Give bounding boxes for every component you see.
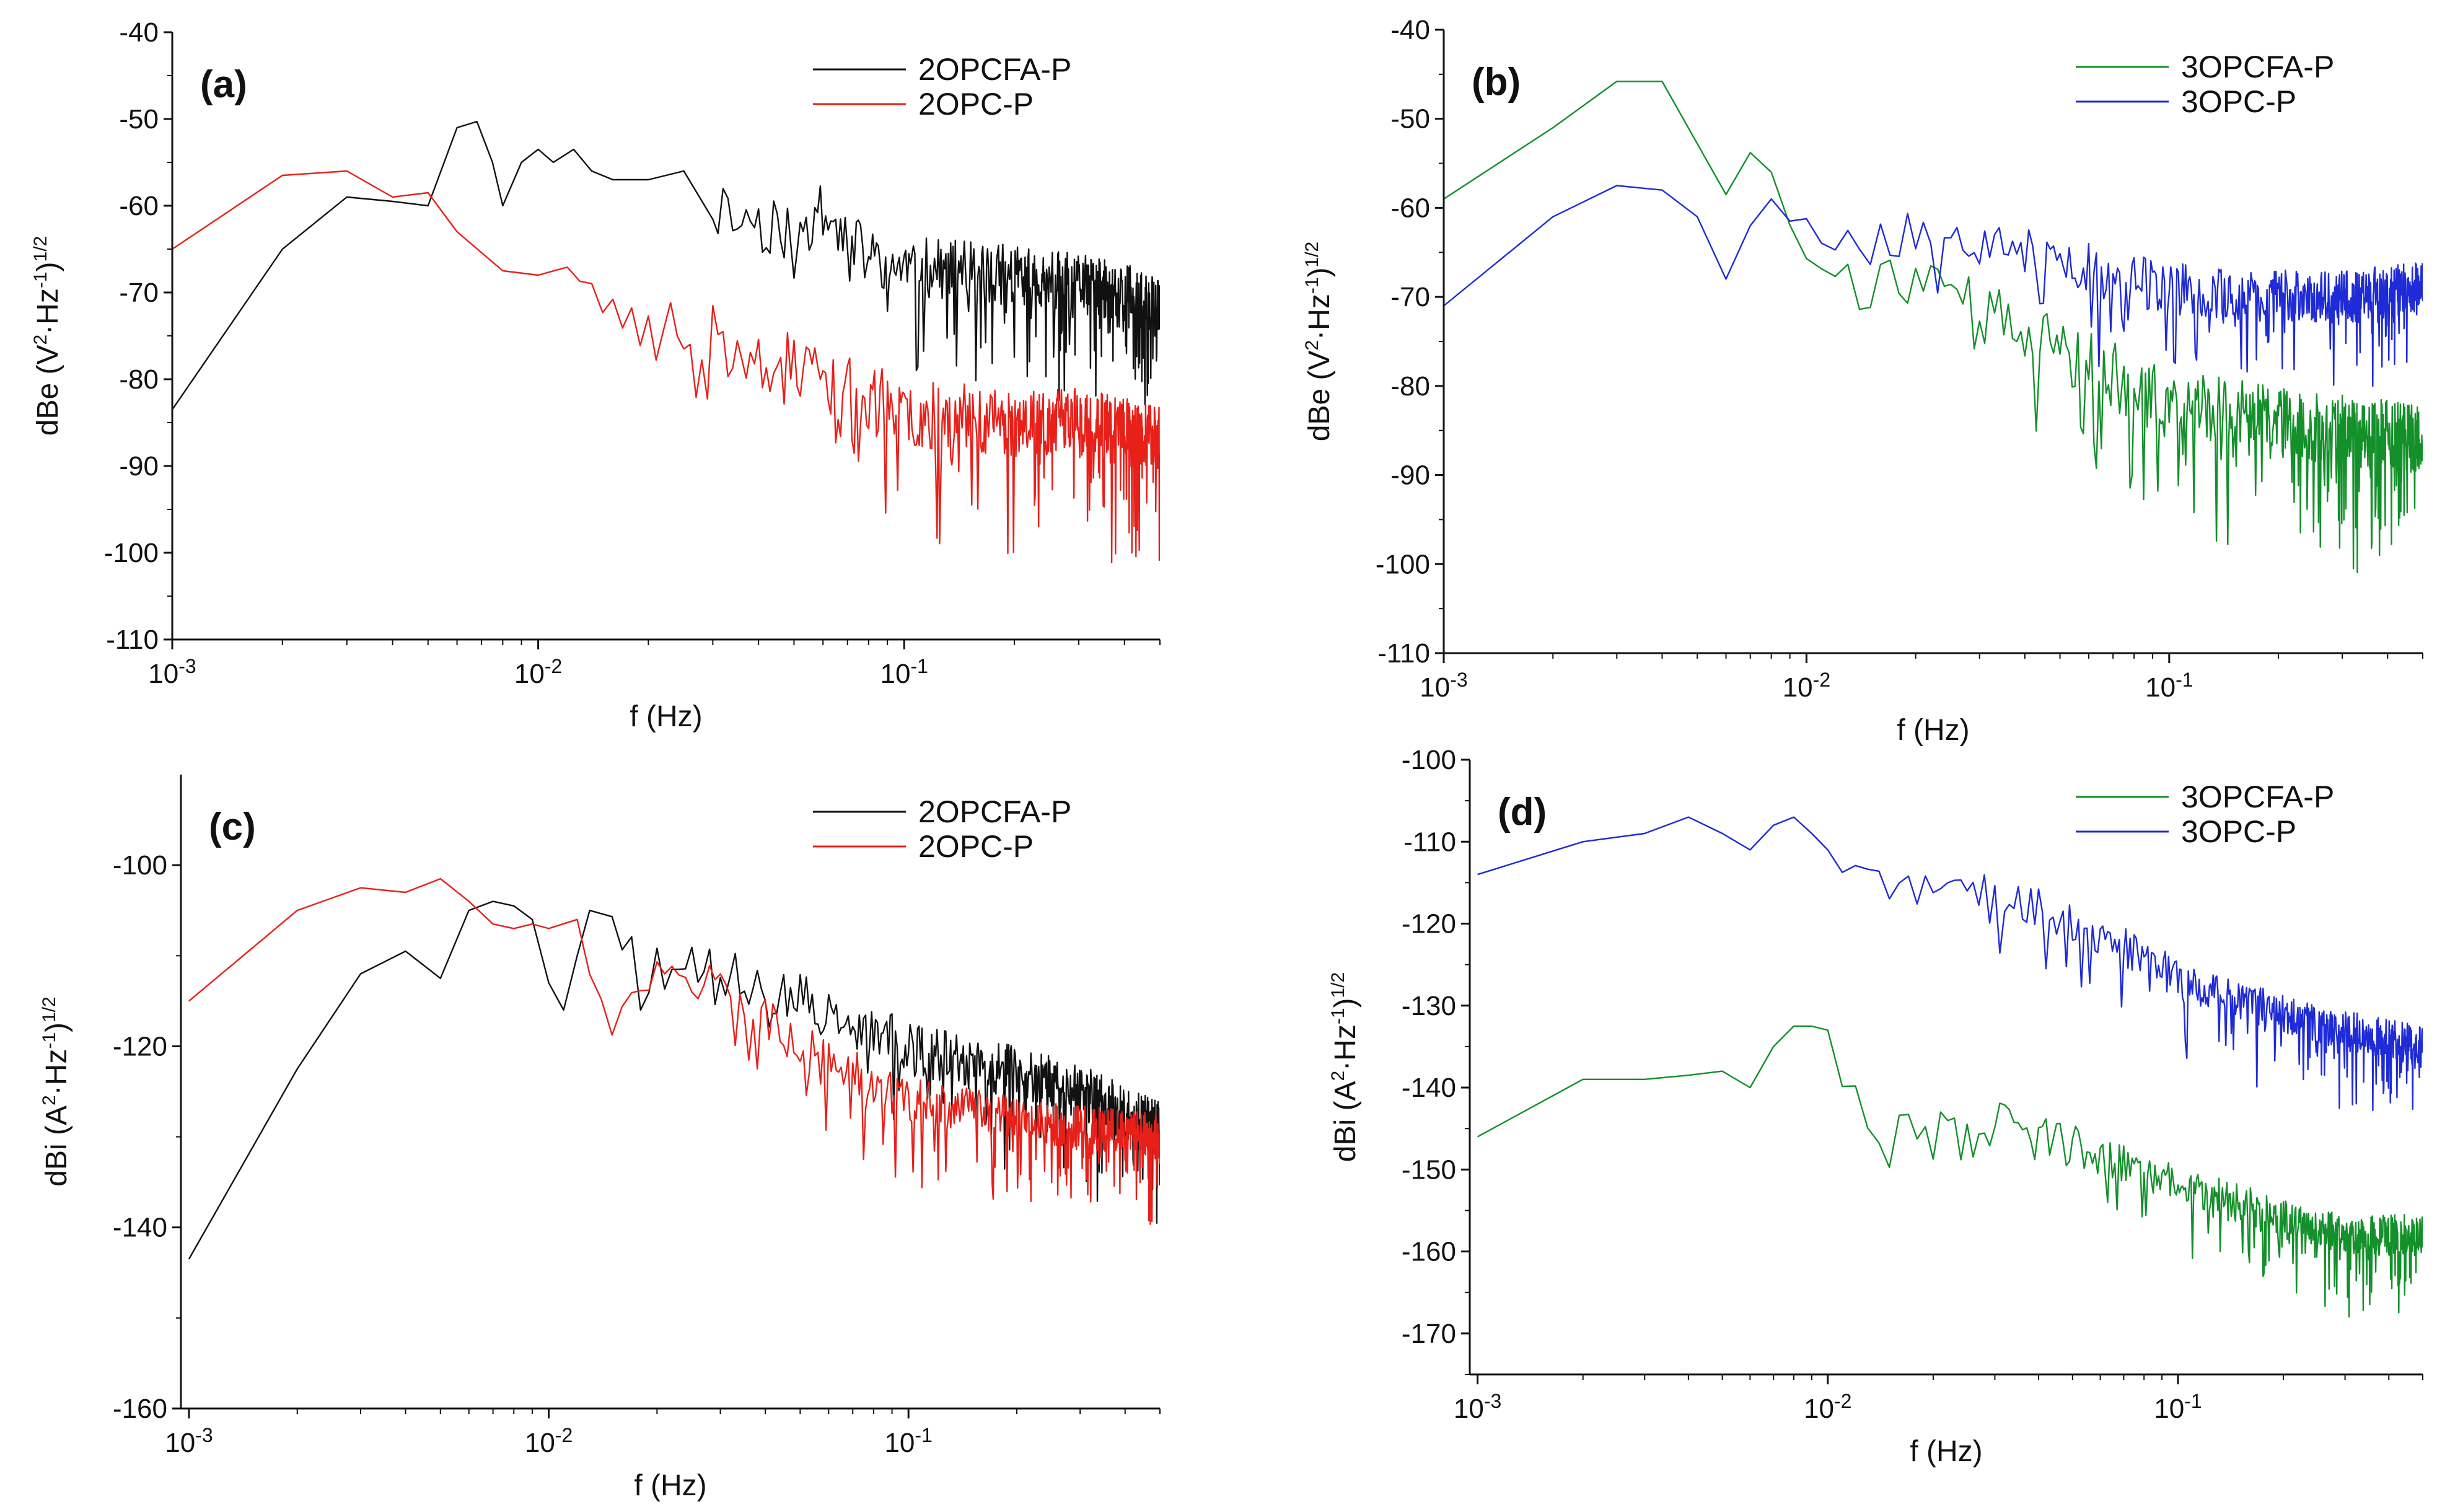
- legend-label: 3OPC-P: [2181, 84, 2296, 119]
- y-tick-label: -70: [119, 278, 159, 308]
- legend-label: 3OPC-P: [2181, 814, 2296, 849]
- series-line-2OPC-P: [172, 170, 1160, 564]
- y-tick-label: -140: [113, 1213, 167, 1243]
- y-axis-title: dBi (A2·Hz-1)1/2: [39, 996, 73, 1186]
- series-line-2OPCFA-P: [188, 900, 1160, 1260]
- x-tick-label-0: 10-3: [1420, 669, 1467, 703]
- y-tick-label: -110: [1403, 827, 1456, 857]
- y-tick-label: -170: [1402, 1319, 1456, 1349]
- y-tick-label: -120: [113, 1031, 167, 1061]
- y-tick-label: -100: [113, 850, 167, 881]
- y-tick-label: -130: [1402, 991, 1456, 1021]
- legend-label: 2OPC-P: [918, 829, 1034, 864]
- x-tick-label-2: 10-1: [2154, 1390, 2202, 1424]
- y-tick-label: -60: [119, 191, 159, 221]
- x-tick-label-1: 10-2: [1804, 1390, 1851, 1424]
- legend-label: 2OPCFA-P: [918, 794, 1071, 829]
- y-axis-title: dBi (A2·Hz-1)1/2: [1328, 972, 1362, 1162]
- x-tick-label-0: 10-3: [165, 1424, 213, 1458]
- x-tick-label-0: 10-3: [1454, 1390, 1501, 1424]
- panel-tag: (b): [1472, 61, 1521, 103]
- series-line-3OPC-P: [1477, 816, 2423, 1112]
- panel-tag: (c): [209, 806, 256, 848]
- y-tick-label: -90: [119, 451, 159, 481]
- y-tick-label: -90: [1390, 460, 1430, 491]
- x-axis-title: f (Hz): [634, 1469, 706, 1502]
- y-tick-label: -60: [1390, 193, 1430, 223]
- x-tick-label-1: 10-2: [514, 655, 562, 689]
- y-tick-label: -110: [1377, 638, 1430, 669]
- y-tick-label: -70: [1390, 282, 1430, 312]
- series-line-2OPCFA-P: [172, 121, 1160, 410]
- panel-d: -100 -110 -120 -130 -140 -150 -160 -170 10-3 10-2…: [1328, 745, 2423, 1468]
- legend-label: 3OPCFA-P: [2181, 50, 2334, 84]
- y-axis-title: dBe (V2·Hz-1)1/2: [1302, 242, 1336, 441]
- y-tick-label: -100: [104, 538, 159, 568]
- panel-tag: (a): [200, 63, 247, 106]
- y-tick-label: -160: [113, 1394, 167, 1424]
- y-tick-label: -150: [1402, 1154, 1456, 1185]
- x-tick-label-2: 10-1: [2145, 669, 2193, 703]
- legend-label: 3OPCFA-P: [2181, 780, 2334, 814]
- panel-tag: (d): [1498, 791, 1547, 833]
- y-tick-label: -100: [1402, 745, 1456, 775]
- y-tick-label: -140: [1402, 1073, 1456, 1103]
- y-axis-title: dBe (V2·Hz-1)1/2: [30, 236, 64, 436]
- y-tick-label: -100: [1376, 549, 1430, 579]
- y-tick-label: -40: [119, 17, 159, 48]
- y-tick-label: -160: [1402, 1237, 1456, 1267]
- x-tick-label-0: 10-3: [148, 655, 196, 689]
- x-axis-title: f (Hz): [1897, 714, 1969, 747]
- y-tick-label: -40: [1390, 15, 1430, 45]
- x-tick-label-1: 10-2: [1783, 669, 1830, 703]
- legend-label: 2OPC-P: [918, 87, 1034, 121]
- legend-label: 2OPCFA-P: [918, 52, 1071, 87]
- series-line-3OPC-P: [1444, 185, 2423, 387]
- y-tick-label: -80: [1390, 371, 1430, 402]
- x-tick-label-2: 10-1: [884, 1424, 932, 1458]
- y-tick-label: -50: [119, 104, 159, 134]
- y-tick-label: -110: [106, 625, 159, 655]
- y-tick-label: -50: [1390, 104, 1430, 134]
- series-line-2OPC-P: [188, 877, 1160, 1225]
- series-line-3OPCFA-P: [1477, 1025, 2423, 1318]
- x-axis-title: f (Hz): [630, 700, 702, 733]
- series-line-3OPCFA-P: [1444, 81, 2423, 574]
- x-tick-label-1: 10-2: [525, 1424, 573, 1458]
- y-tick-label: -80: [119, 364, 159, 395]
- x-axis-title: f (Hz): [1910, 1435, 1982, 1468]
- y-tick-label: -120: [1402, 909, 1456, 939]
- x-tick-label-2: 10-1: [880, 655, 928, 689]
